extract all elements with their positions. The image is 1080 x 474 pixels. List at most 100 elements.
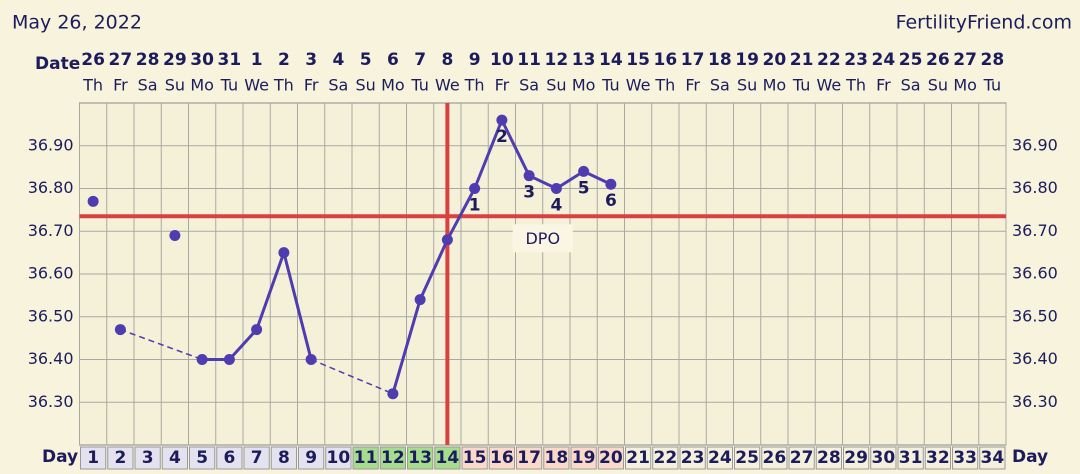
weekday-label: Tu xyxy=(410,76,428,95)
day-label: 4 xyxy=(169,448,181,468)
date-label: 15 xyxy=(626,50,650,70)
day-cell xyxy=(516,446,543,470)
weekday-label: We xyxy=(626,76,651,95)
date-label: 21 xyxy=(790,50,814,70)
dpo-label: 6 xyxy=(605,191,617,211)
weekday-label: Fr xyxy=(113,76,128,95)
temp-point xyxy=(550,183,562,194)
weekday-label: Tu xyxy=(983,76,1001,95)
y-tick-label: 36.90 xyxy=(28,135,74,154)
date-label: 28 xyxy=(981,50,1005,70)
day-label: 11 xyxy=(354,448,378,468)
date-label: 27 xyxy=(109,50,133,70)
day-cell xyxy=(243,446,270,470)
date-label: 9 xyxy=(469,50,481,70)
day-cell xyxy=(543,446,570,470)
day-label: 14 xyxy=(436,448,460,468)
date-label: 23 xyxy=(844,50,868,70)
day-cell xyxy=(706,446,733,470)
y-tick-label-right: 36.80 xyxy=(1012,178,1058,197)
temp-point xyxy=(605,178,617,190)
day-label: 34 xyxy=(981,448,1005,468)
date-label: 2 xyxy=(278,50,290,70)
day-cell xyxy=(488,446,515,470)
dpo-title: DPO xyxy=(525,229,560,248)
day-label: 6 xyxy=(223,448,235,468)
day-cell xyxy=(434,446,461,470)
temp-point xyxy=(169,230,181,242)
day-label: 18 xyxy=(545,448,569,468)
date-label: 6 xyxy=(387,50,399,70)
date-label: 10 xyxy=(490,50,514,70)
day-cell xyxy=(979,446,1006,470)
day-cell xyxy=(216,446,243,470)
weekday-label: Th xyxy=(82,76,103,95)
date-label: 19 xyxy=(735,50,759,70)
weekday-label: Tu xyxy=(220,76,238,95)
temp-point xyxy=(87,195,99,207)
temp-line xyxy=(446,187,476,241)
weekday-label: Mo xyxy=(381,76,405,95)
day-cell xyxy=(815,446,842,470)
weekday-label: Su xyxy=(737,76,757,95)
day-label: 33 xyxy=(953,448,977,468)
site-name: FertilityFriend.com xyxy=(896,12,1072,34)
y-tick-label-right: 36.40 xyxy=(1012,349,1058,368)
day-label: 1 xyxy=(87,448,99,468)
chart-date: May 26, 2022 xyxy=(12,12,142,34)
date-label: 16 xyxy=(654,50,678,70)
dpo-label: 1 xyxy=(469,196,481,216)
weekday-label: Su xyxy=(355,76,375,95)
weekday-label: Sa xyxy=(519,76,539,95)
weekday-label: Th xyxy=(273,76,294,95)
temp-point xyxy=(196,354,208,365)
day-label: 32 xyxy=(926,448,950,468)
day-label: 28 xyxy=(817,448,841,468)
date-label: 12 xyxy=(545,50,569,70)
y-tick-label-right: 36.50 xyxy=(1012,306,1058,325)
y-tick-label-right: 36.30 xyxy=(1012,392,1058,411)
temp-line xyxy=(255,252,286,331)
day-cell xyxy=(80,446,107,470)
temp-point xyxy=(305,354,317,365)
temp-point xyxy=(414,294,426,306)
day-label: 9 xyxy=(305,448,317,468)
temp-point xyxy=(223,354,235,365)
day-label: 25 xyxy=(735,448,759,468)
date-label: 5 xyxy=(360,50,372,70)
day-cell xyxy=(107,446,134,470)
temp-line xyxy=(120,328,203,361)
day-label: 21 xyxy=(626,448,650,468)
temp-point xyxy=(469,183,481,194)
day-label: 19 xyxy=(572,448,596,468)
weekday-label: Mo xyxy=(572,76,596,95)
day-label: 24 xyxy=(708,448,732,468)
day-cell xyxy=(461,446,488,470)
day-label: 30 xyxy=(872,448,896,468)
temp-point xyxy=(251,324,263,336)
day-cell xyxy=(270,446,297,470)
day-label: 7 xyxy=(251,448,263,468)
weekday-label: Fr xyxy=(304,76,319,95)
day-label: 29 xyxy=(844,448,868,468)
date-label: 25 xyxy=(899,50,923,70)
weekday-label: Mo xyxy=(190,76,214,95)
day-label: 12 xyxy=(381,448,405,468)
day-cell xyxy=(761,446,788,470)
day-label: 17 xyxy=(517,448,541,468)
weekday-label: Th xyxy=(845,76,866,95)
day-cell xyxy=(870,446,897,470)
date-label: 29 xyxy=(163,50,187,70)
weekday-label: Su xyxy=(928,76,948,95)
y-tick-label: 36.50 xyxy=(28,306,74,325)
dpo-label: 3 xyxy=(523,183,535,203)
temp-line xyxy=(418,239,449,301)
weekday-label: Mo xyxy=(953,76,977,95)
day-cell xyxy=(298,446,325,470)
day-label: 3 xyxy=(142,448,154,468)
y-tick-label: 36.70 xyxy=(28,221,74,240)
temp-point xyxy=(387,388,399,400)
day-label: 15 xyxy=(463,448,487,468)
day-cell xyxy=(843,446,870,470)
